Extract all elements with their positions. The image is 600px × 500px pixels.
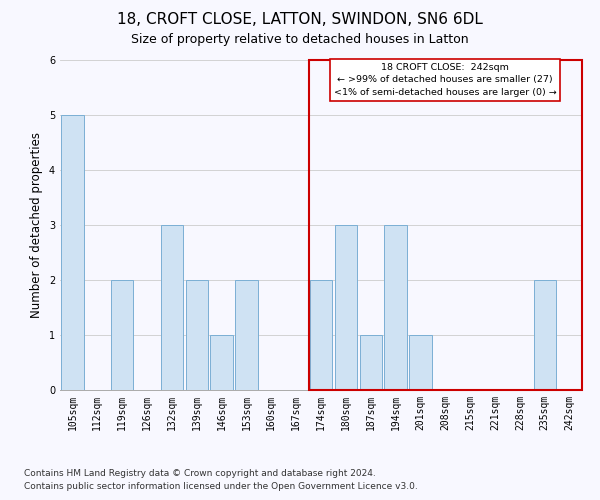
Text: 18 CROFT CLOSE:  242sqm
← >99% of detached houses are smaller (27)
<1% of semi-d: 18 CROFT CLOSE: 242sqm ← >99% of detache… <box>334 62 557 97</box>
Bar <box>310 280 332 390</box>
Text: Contains HM Land Registry data © Crown copyright and database right 2024.: Contains HM Land Registry data © Crown c… <box>24 468 376 477</box>
Bar <box>385 225 407 390</box>
Bar <box>61 115 83 390</box>
Text: Size of property relative to detached houses in Latton: Size of property relative to detached ho… <box>131 32 469 46</box>
Bar <box>533 280 556 390</box>
Bar <box>161 225 183 390</box>
Bar <box>359 335 382 390</box>
Bar <box>211 335 233 390</box>
Bar <box>185 280 208 390</box>
Bar <box>235 280 257 390</box>
Bar <box>409 335 431 390</box>
Y-axis label: Number of detached properties: Number of detached properties <box>31 132 43 318</box>
Bar <box>308 60 582 390</box>
Bar <box>111 280 133 390</box>
Bar <box>335 225 357 390</box>
Text: 18, CROFT CLOSE, LATTON, SWINDON, SN6 6DL: 18, CROFT CLOSE, LATTON, SWINDON, SN6 6D… <box>117 12 483 28</box>
Text: Contains public sector information licensed under the Open Government Licence v3: Contains public sector information licen… <box>24 482 418 491</box>
